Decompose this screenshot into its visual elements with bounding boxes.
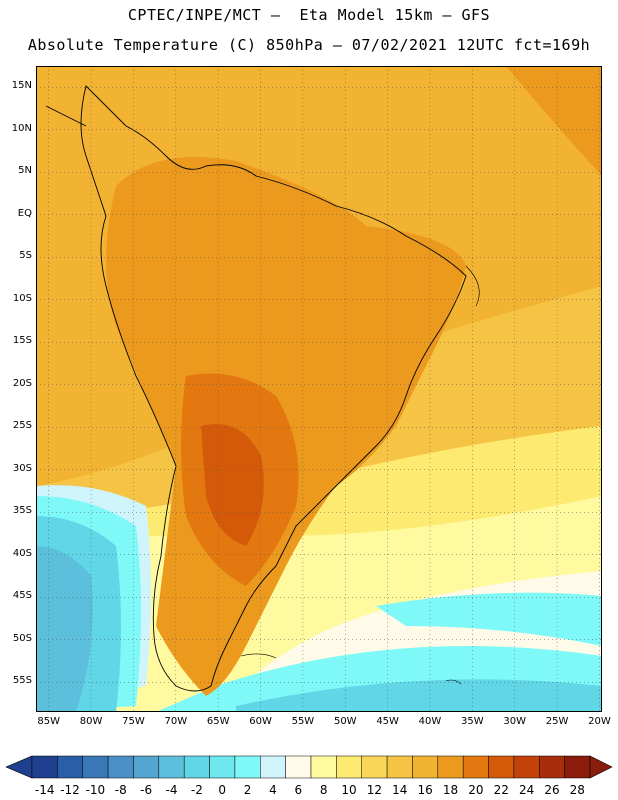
colorbar-swatch xyxy=(564,755,591,779)
colorbar-tick-label: 14 xyxy=(392,783,408,797)
south-america-coastline xyxy=(80,85,467,692)
map-subtitle: Absolute Temperature (C) 850hPa – 07/02/… xyxy=(27,36,591,54)
longitude-label: 25W xyxy=(545,716,569,727)
longitude-label: 70W xyxy=(164,716,188,727)
latitude-label: 55S xyxy=(12,675,32,687)
colorbar-swatch xyxy=(462,755,489,779)
colorbar-tick-label: 24 xyxy=(518,783,535,797)
map-title: CPTEC/INPE/MCT – Eta Model 15km – GFS xyxy=(127,6,491,24)
colorbar-tick-label: 6 xyxy=(294,783,303,797)
longitude-label: 50W xyxy=(333,716,357,727)
longitude-label: 35W xyxy=(461,716,484,727)
colorbar-tick-label: -14 xyxy=(34,783,55,797)
colorbar-tick-label: 8 xyxy=(319,783,328,797)
colorbar-swatch xyxy=(57,755,83,779)
colorbar-swatch xyxy=(209,755,236,779)
falklands-outline xyxy=(240,653,277,659)
pacific-coldest-region xyxy=(36,546,93,712)
colorbar-tick-label: 26 xyxy=(544,783,560,797)
latitude-label: 5S xyxy=(19,250,32,262)
latitude-label: 15S xyxy=(12,335,32,347)
colorbar-tick-label: 2 xyxy=(243,783,252,797)
latitude-label: 20S xyxy=(12,377,32,389)
map-frame xyxy=(36,66,602,712)
map-svg xyxy=(36,66,602,712)
colorbar-tick-label: 0 xyxy=(218,783,227,797)
colorbar-min-arrow xyxy=(5,755,33,779)
colorbar-tick-label: -2 xyxy=(190,783,203,797)
longitude-label: 85W xyxy=(37,716,61,727)
latitude-label: 30S xyxy=(12,462,32,474)
latitude-label: EQ xyxy=(17,207,32,219)
colorbar-swatch xyxy=(437,755,464,779)
hottest-region xyxy=(201,424,264,546)
colorbar-tick-label: -12 xyxy=(60,783,80,797)
latitude-label: 5N xyxy=(18,165,32,177)
colorbar-tick-label: 12 xyxy=(366,783,383,797)
colorbar-swatch xyxy=(513,755,540,779)
cold-tongue-atlantic xyxy=(376,592,602,646)
longitude-label: 40W xyxy=(418,716,442,727)
brazil-nose-coast xyxy=(465,265,480,307)
latitude-label: 45S xyxy=(12,590,32,602)
latitude-label: 25S xyxy=(12,420,32,432)
warm-northeast-region xyxy=(506,66,602,176)
temperature-map xyxy=(36,66,602,712)
colorbar-tick-label: -6 xyxy=(140,783,153,797)
latitude-label: 40S xyxy=(12,547,32,559)
latitude-label: 10N xyxy=(11,122,32,134)
colorbar-swatch xyxy=(158,755,185,779)
latitude-label: 50S xyxy=(12,632,32,644)
central-america-coastline xyxy=(45,105,87,127)
longitude-label: 45W xyxy=(376,716,399,727)
colorbar-swatch xyxy=(183,755,210,779)
colorbar-swatch xyxy=(539,755,565,779)
longitude-label: 80W xyxy=(79,716,103,727)
colorbar-swatch xyxy=(412,755,439,779)
colorbar-swatch xyxy=(386,755,413,779)
longitude-label: 65W xyxy=(206,716,230,727)
longitude-label: 75W xyxy=(122,716,145,727)
colorbar-swatch xyxy=(310,755,337,779)
colorbar-tick-label: 16 xyxy=(417,783,433,797)
colder-south-region xyxy=(236,679,602,712)
colorbar-tick-label: 22 xyxy=(493,783,509,797)
colorbar-tick-label: 10 xyxy=(341,783,357,797)
latitude-label: 35S xyxy=(12,505,32,517)
south-georgia-outline xyxy=(445,679,462,685)
colorbar-swatch xyxy=(285,755,312,779)
colorbar-tick-label: -8 xyxy=(114,783,127,797)
colorbar-swatch xyxy=(107,755,134,779)
colorbar-swatch xyxy=(31,755,58,779)
latitude-label: 10S xyxy=(12,292,32,304)
latitude-label: 15N xyxy=(11,80,32,92)
longitude-label: 55W xyxy=(291,716,315,727)
longitude-label: 60W xyxy=(249,716,272,727)
longitude-label: 30W xyxy=(503,716,527,727)
colorbar-tick-label: 4 xyxy=(269,783,277,797)
colorbar-swatch xyxy=(260,755,286,779)
colorbar-swatch xyxy=(488,755,515,779)
colorbar-tick-label: 28 xyxy=(569,783,585,797)
colorbar-swatch xyxy=(234,755,261,779)
colorbar-max-arrow xyxy=(589,755,613,779)
colorbar-tick-label: -4 xyxy=(165,783,178,797)
longitude-label: 20W xyxy=(588,716,611,727)
colorbar-swatch xyxy=(133,755,160,779)
temperature-colorbar xyxy=(5,755,613,779)
colorbar-swatch xyxy=(82,755,109,779)
colorbar-tick-label: -10 xyxy=(85,783,106,797)
colorbar-swatch xyxy=(336,755,362,779)
colorbar-swatch xyxy=(361,755,388,779)
colorbar-tick-label: 18 xyxy=(442,783,459,797)
colorbar-tick-label: 20 xyxy=(468,783,484,797)
